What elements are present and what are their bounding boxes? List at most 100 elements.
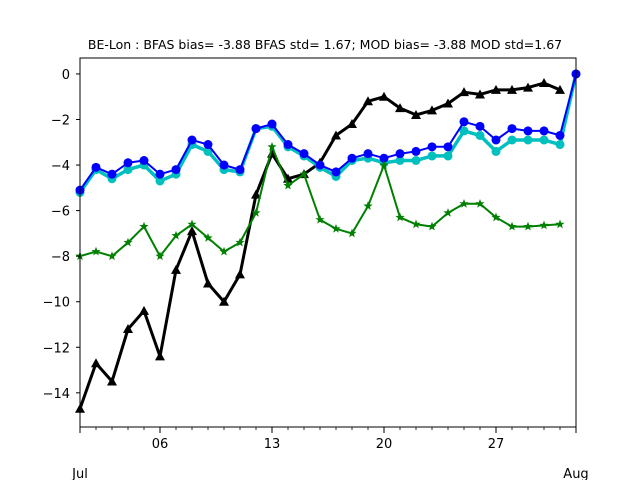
chart-title: BE-Lon : BFAS bias= -3.88 BFAS std= 1.67… xyxy=(88,37,562,52)
series-2-point xyxy=(539,126,549,136)
series-3-point xyxy=(411,219,421,229)
series-2-point xyxy=(107,169,117,179)
series-1-point xyxy=(203,146,213,156)
series-3-point xyxy=(507,221,517,231)
series-0-point xyxy=(171,264,181,274)
series-3-point xyxy=(235,237,245,247)
series-2-point xyxy=(363,149,373,159)
series-0-point xyxy=(443,98,453,108)
series-0-point xyxy=(555,84,565,94)
series-1-point xyxy=(411,156,421,165)
series-3-point xyxy=(555,219,565,229)
series-0-point xyxy=(427,105,437,115)
series-2-point xyxy=(235,165,245,175)
series-2-point xyxy=(507,124,517,134)
series-2-point xyxy=(251,124,261,134)
axes-layer: 0 −2 −4 −6 −8 −10 −12 −14 06 13 20 27 Jul Aug xyxy=(43,57,589,480)
series-1-point xyxy=(539,135,549,145)
series-3-point xyxy=(171,230,181,240)
plot-frame xyxy=(79,57,577,428)
series-1-point xyxy=(427,151,437,161)
series-layer xyxy=(75,69,581,413)
series-2-point xyxy=(459,117,469,127)
series-3-point xyxy=(91,246,101,256)
series-0-point xyxy=(139,305,149,315)
series-2-point xyxy=(155,169,165,179)
series-1-point xyxy=(491,146,501,156)
x-month-label: Aug xyxy=(563,467,588,480)
series-2-point xyxy=(491,135,501,145)
series-3-point xyxy=(107,251,117,260)
series-3-point xyxy=(491,212,501,222)
series-2-point xyxy=(395,149,405,159)
series-0-point xyxy=(251,189,261,199)
series-3-point xyxy=(123,237,133,247)
series-1-point xyxy=(395,156,405,165)
series-2 xyxy=(75,69,581,195)
series-0-point xyxy=(507,84,517,94)
series-0-point xyxy=(155,351,165,361)
series-0-point xyxy=(363,96,373,106)
series-3-point xyxy=(155,251,165,260)
series-3-point xyxy=(427,221,437,231)
series-0-point xyxy=(411,109,421,119)
series-1-point xyxy=(443,151,453,161)
series-3-point xyxy=(443,208,453,217)
series-2-point xyxy=(203,140,213,150)
series-0-point xyxy=(123,324,133,334)
series-2-point xyxy=(299,149,309,159)
y-tick-label: −14 xyxy=(43,387,70,402)
series-3-point xyxy=(299,169,309,178)
series-3-point xyxy=(251,208,261,217)
y-tick-label: −10 xyxy=(43,296,70,311)
series-2-point xyxy=(91,162,101,172)
series-3-point xyxy=(475,199,485,208)
series-0-point xyxy=(395,103,405,113)
series-1-point xyxy=(555,140,565,150)
series-2-point xyxy=(171,165,181,175)
x-tick-label: 27 xyxy=(488,437,505,452)
series-2-point xyxy=(411,146,421,156)
y-tick-label: −4 xyxy=(51,159,70,174)
series-2-point xyxy=(315,160,325,170)
series-0-point xyxy=(219,296,229,306)
series-3-point xyxy=(395,212,405,222)
series-0 xyxy=(75,78,565,413)
series-0-point xyxy=(539,78,549,88)
series-2-point xyxy=(331,167,341,177)
series-0-point xyxy=(331,130,341,140)
series-3-point xyxy=(379,160,389,169)
series-3-point xyxy=(459,199,469,208)
series-0-point xyxy=(235,269,245,279)
series-1-point xyxy=(459,126,469,136)
y-tick-label: 0 xyxy=(62,68,70,83)
series-1-point xyxy=(507,135,517,145)
series-0-point xyxy=(475,89,485,99)
series-0-point xyxy=(379,91,389,101)
series-1-point xyxy=(475,130,485,140)
series-0-point xyxy=(203,278,213,288)
series-2-point xyxy=(283,140,293,150)
series-3-point xyxy=(267,142,277,151)
series-0-point xyxy=(347,119,357,129)
series-2-point xyxy=(267,119,277,129)
series-2-point xyxy=(219,160,229,170)
series-3-point xyxy=(187,219,197,229)
y-tick-label: −12 xyxy=(43,341,70,356)
series-2-point xyxy=(139,156,149,165)
series-3-point xyxy=(283,180,293,190)
y-tick-label: −8 xyxy=(51,250,70,265)
series-0-point xyxy=(523,82,533,92)
series-1-line xyxy=(78,72,578,195)
x-tick-label: 13 xyxy=(264,437,281,452)
series-3-point xyxy=(539,220,549,230)
series-2-point xyxy=(555,130,565,140)
series-3-point xyxy=(315,214,325,224)
series-0-point xyxy=(187,226,197,236)
series-2-point xyxy=(427,142,437,152)
series-0-point xyxy=(491,84,501,94)
x-tick-label: 06 xyxy=(152,437,169,452)
series-2-point xyxy=(443,142,453,152)
series-3-point xyxy=(347,228,357,238)
series-3-point xyxy=(363,201,373,210)
